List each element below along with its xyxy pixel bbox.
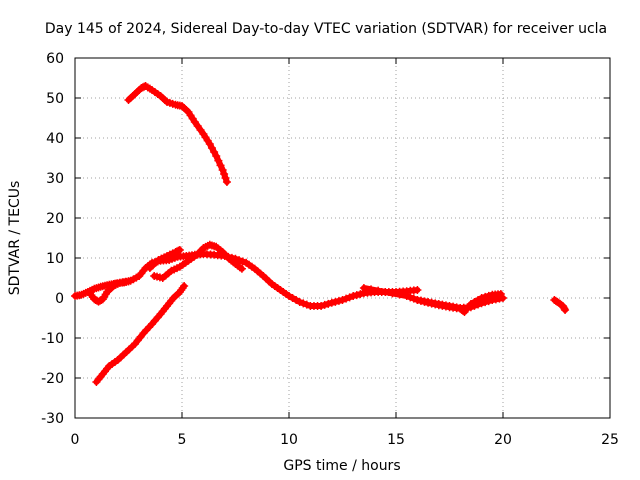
- data-point: [427, 299, 436, 308]
- y-tick-label: 60: [46, 51, 64, 67]
- y-axis-label: SDTVAR / TECUs: [7, 181, 23, 296]
- grid: [75, 58, 610, 418]
- data-point: [484, 291, 493, 300]
- data-point: [238, 257, 247, 266]
- data-point: [331, 297, 340, 306]
- x-axis-label: GPS time / hours: [283, 458, 400, 474]
- data-point: [317, 302, 326, 310]
- data-point: [496, 290, 505, 298]
- data-point: [334, 296, 343, 305]
- x-tick-label: 5: [178, 432, 187, 448]
- data-point: [214, 156, 223, 165]
- data-point: [342, 294, 351, 303]
- y-tick-label: 10: [46, 251, 64, 267]
- y-tick-label: 50: [46, 91, 64, 107]
- y-tick-label: -20: [41, 371, 64, 387]
- data-point: [338, 296, 347, 304]
- axis-ticks: [74, 57, 611, 419]
- data-point: [295, 298, 304, 306]
- x-tick-label: 25: [601, 432, 619, 448]
- data-point: [220, 170, 229, 178]
- data-point: [349, 292, 358, 300]
- series-arc-4: [150, 240, 246, 282]
- data-point: [216, 161, 225, 170]
- data-point: [359, 284, 368, 292]
- series-trace: [125, 83, 230, 185]
- plot-frame: [74, 57, 611, 419]
- data-point: [561, 306, 570, 314]
- data-point: [413, 286, 422, 294]
- y-tick-label: -30: [41, 411, 64, 427]
- data-point: [237, 264, 246, 273]
- y-tick-label: 20: [46, 211, 64, 227]
- data-point: [381, 288, 390, 296]
- series-arc-9: [550, 296, 570, 314]
- data-point: [424, 298, 433, 307]
- series-arc-3: [85, 277, 133, 306]
- data-series: [71, 82, 570, 386]
- data-point: [395, 290, 404, 299]
- data-point: [175, 246, 184, 254]
- x-tick-label: 10: [280, 432, 298, 448]
- data-point: [481, 292, 490, 301]
- data-point: [302, 300, 311, 309]
- data-point: [221, 174, 230, 182]
- data-point: [235, 256, 244, 265]
- data-point: [388, 289, 397, 298]
- y-tick-label: 0: [55, 291, 64, 307]
- data-point: [327, 298, 336, 307]
- data-point: [124, 277, 133, 286]
- y-tick-label: -10: [41, 331, 64, 347]
- data-point: [356, 290, 365, 299]
- data-point: [459, 306, 468, 315]
- series-arc-5: [145, 246, 184, 272]
- data-point: [222, 178, 231, 186]
- data-point: [212, 152, 221, 160]
- data-point: [420, 297, 429, 306]
- data-point: [320, 300, 329, 309]
- data-point: [477, 294, 486, 302]
- series-arc-1: [124, 82, 231, 186]
- data-point: [299, 299, 308, 308]
- chart-title: Day 145 of 2024, Sidereal Day-to-day VTE…: [45, 21, 607, 37]
- data-point: [352, 291, 361, 300]
- data-point: [416, 296, 425, 305]
- data-point: [367, 285, 376, 294]
- data-point: [406, 293, 415, 302]
- y-tick-label: 30: [46, 171, 64, 187]
- x-tick-label: 15: [387, 432, 405, 448]
- data-point: [431, 300, 440, 309]
- y-tick-label: 40: [46, 131, 64, 147]
- data-point: [345, 293, 354, 302]
- tick-labels: 0 5 10 15 20 25 -30 -20 -10 0 10 20 30 40 50 60: [41, 51, 619, 448]
- data-point: [402, 292, 411, 300]
- data-point: [413, 296, 422, 304]
- series-arc-8: [413, 290, 505, 316]
- x-tick-label: 0: [71, 432, 80, 448]
- data-point: [374, 286, 383, 295]
- series-arc-6: [92, 282, 189, 386]
- data-point: [324, 299, 333, 308]
- x-tick-label: 20: [494, 432, 512, 448]
- data-point: [218, 166, 227, 174]
- data-point: [180, 282, 189, 290]
